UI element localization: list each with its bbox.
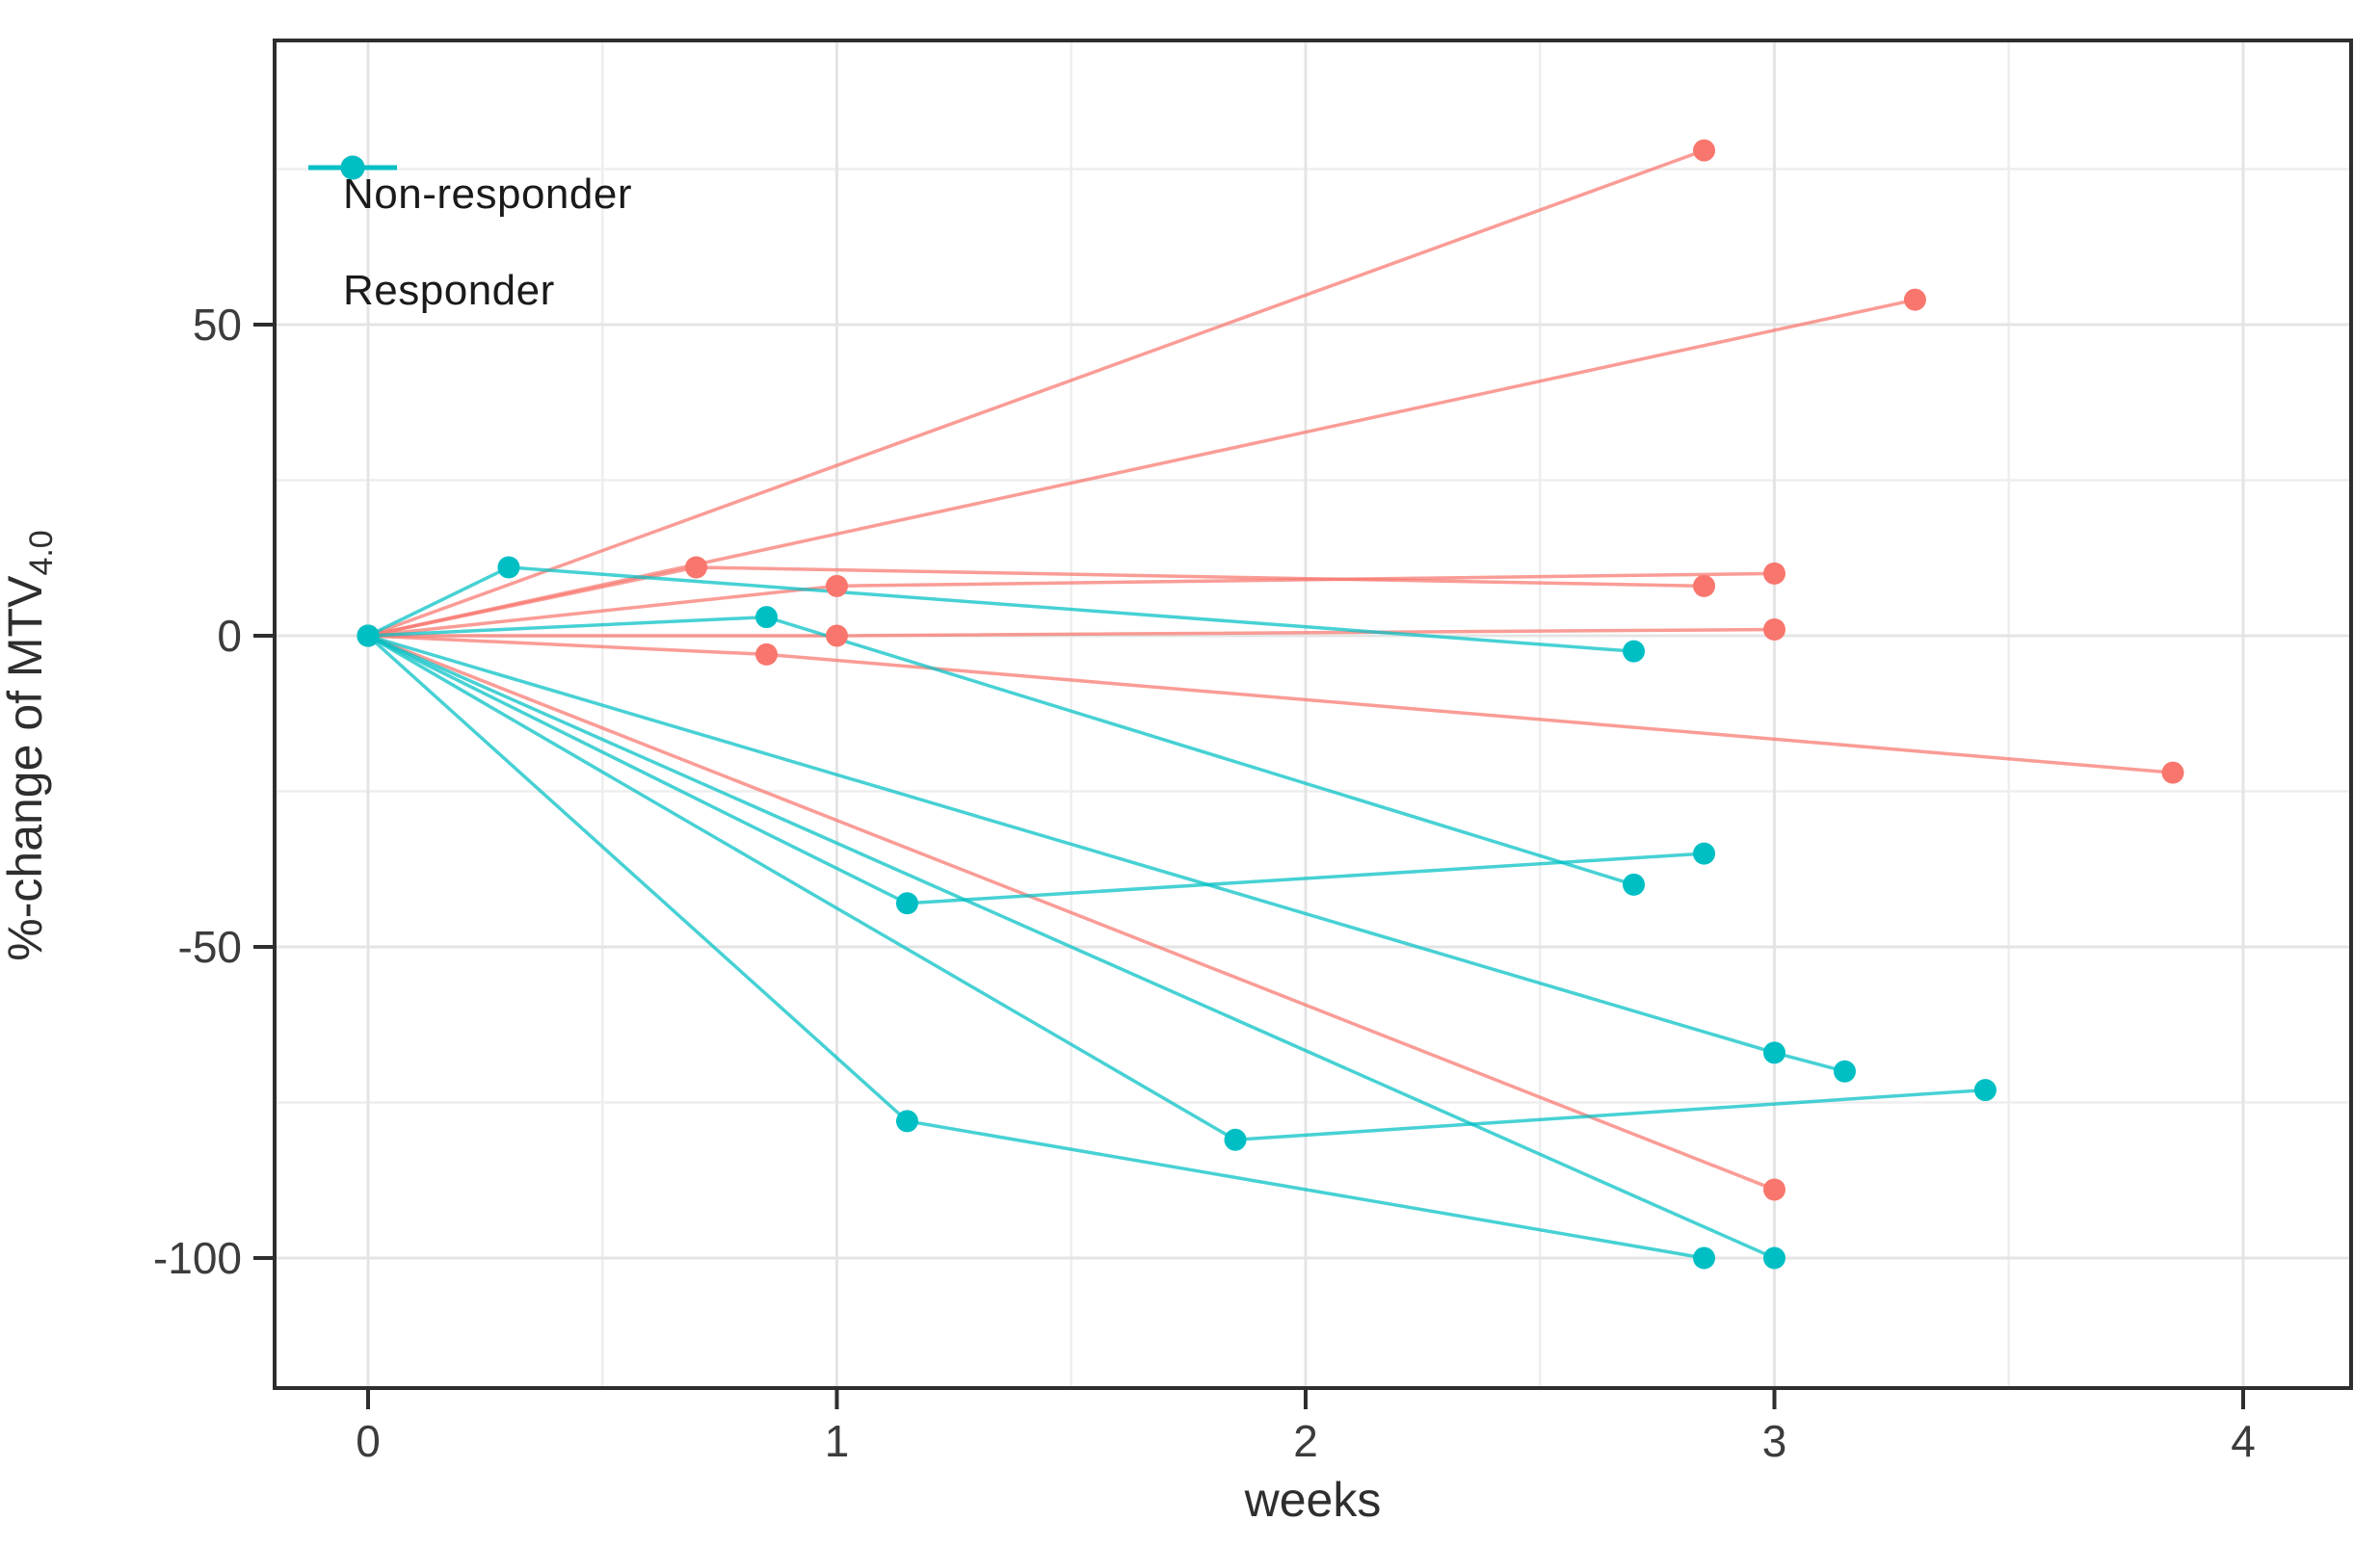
data-point-responder bbox=[755, 606, 779, 629]
data-point-non-responder bbox=[826, 624, 848, 647]
legend-item-responder: Responder bbox=[306, 155, 632, 339]
y-axis-tick-label: -100 bbox=[153, 1233, 242, 1283]
data-point-non-responder bbox=[685, 556, 708, 579]
y-axis-tick-label: 0 bbox=[217, 611, 242, 661]
data-point-responder bbox=[1693, 1246, 1716, 1270]
series-line-non-responder bbox=[367, 298, 1916, 638]
data-point-non-responder bbox=[1903, 288, 1926, 311]
data-point-responder bbox=[1973, 1079, 1997, 1102]
panel-border bbox=[273, 39, 2353, 1390]
x-axis-tick-label: 4 bbox=[2231, 1416, 2256, 1466]
legend-label-responder: Responder bbox=[343, 267, 555, 314]
data-point-responder bbox=[895, 1110, 918, 1133]
data-point-responder bbox=[1224, 1128, 1247, 1151]
data-point-responder bbox=[1833, 1060, 1856, 1083]
data-point-non-responder bbox=[826, 574, 848, 597]
data-point-non-responder bbox=[1693, 139, 1716, 162]
x-axis-tick-label: 1 bbox=[825, 1416, 850, 1466]
y-axis-title-subscript: 4.0 bbox=[23, 530, 60, 576]
data-point-non-responder bbox=[1693, 574, 1716, 597]
x-axis-tick-label: 3 bbox=[1762, 1416, 1787, 1466]
legend-item-non-responder: Non-responder bbox=[306, 146, 632, 243]
y-axis-title: %-change of MTV4.0 bbox=[0, 530, 60, 961]
data-point-responder bbox=[1623, 640, 1646, 663]
data-point-responder bbox=[1763, 1246, 1785, 1270]
data-point-responder bbox=[497, 556, 520, 579]
legend: Non-responder Responder bbox=[306, 146, 632, 339]
x-axis-tick-label: 0 bbox=[356, 1416, 381, 1466]
data-point-non-responder bbox=[755, 642, 779, 666]
data-point-responder bbox=[357, 624, 380, 647]
series-line-non-responder bbox=[367, 148, 1706, 638]
legend-key-line-dot-icon bbox=[308, 155, 397, 180]
data-point-non-responder bbox=[1763, 562, 1785, 585]
x-axis-title: weeks bbox=[1244, 1473, 1382, 1527]
y-axis-tick-label: 50 bbox=[193, 300, 242, 350]
data-point-responder bbox=[1623, 873, 1646, 896]
x-axis-tick-label: 2 bbox=[1293, 1416, 1318, 1466]
plot-panel bbox=[275, 40, 2351, 1388]
series-line-non-responder bbox=[367, 634, 1776, 1192]
y-axis-tick-label: -50 bbox=[178, 922, 242, 972]
data-point-responder bbox=[1763, 1041, 1785, 1064]
data-point-responder bbox=[1693, 842, 1716, 865]
data-point-responder bbox=[895, 892, 918, 915]
series-line-responder bbox=[367, 634, 1776, 1260]
legend-label-non-responder: Non-responder bbox=[343, 170, 632, 218]
data-point-non-responder bbox=[1763, 1178, 1785, 1201]
data-point-non-responder bbox=[2161, 761, 2184, 784]
data-point-non-responder bbox=[1763, 618, 1785, 642]
